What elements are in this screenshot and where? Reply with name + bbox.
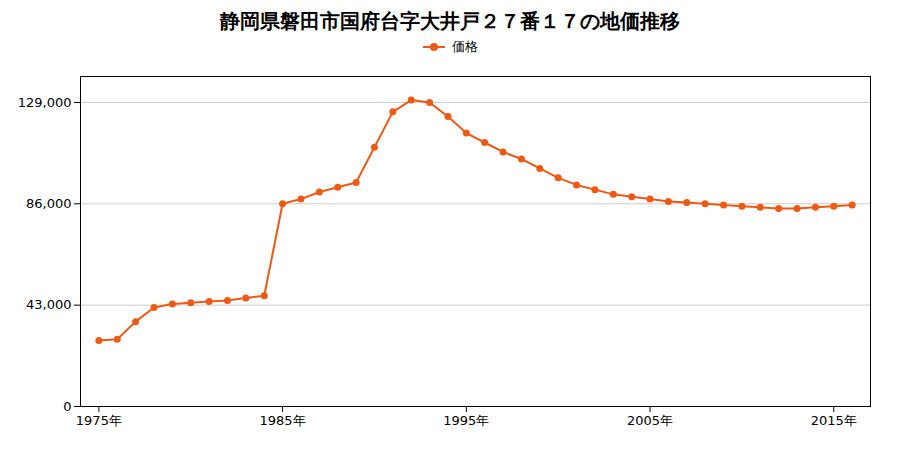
svg-text:86,000: 86,000: [26, 196, 72, 211]
svg-text:0: 0: [63, 399, 71, 414]
html-text:価格: 価格: [452, 39, 478, 54]
svg-text:1975年: 1975年: [76, 413, 122, 428]
html-text:静岡県磐田市国府台字大井戸２７番１７の地価推移: 静岡県磐田市国府台字大井戸２７番１７の地価推移: [220, 9, 680, 33]
svg-text:2015年: 2015年: [811, 413, 857, 428]
svg-text:129,000: 129,000: [18, 95, 72, 110]
svg-text:43,000: 43,000: [26, 297, 72, 312]
svg-text:2005年: 2005年: [627, 413, 673, 428]
svg-text:1985年: 1985年: [260, 413, 306, 428]
svg-text:1995年: 1995年: [443, 413, 489, 428]
